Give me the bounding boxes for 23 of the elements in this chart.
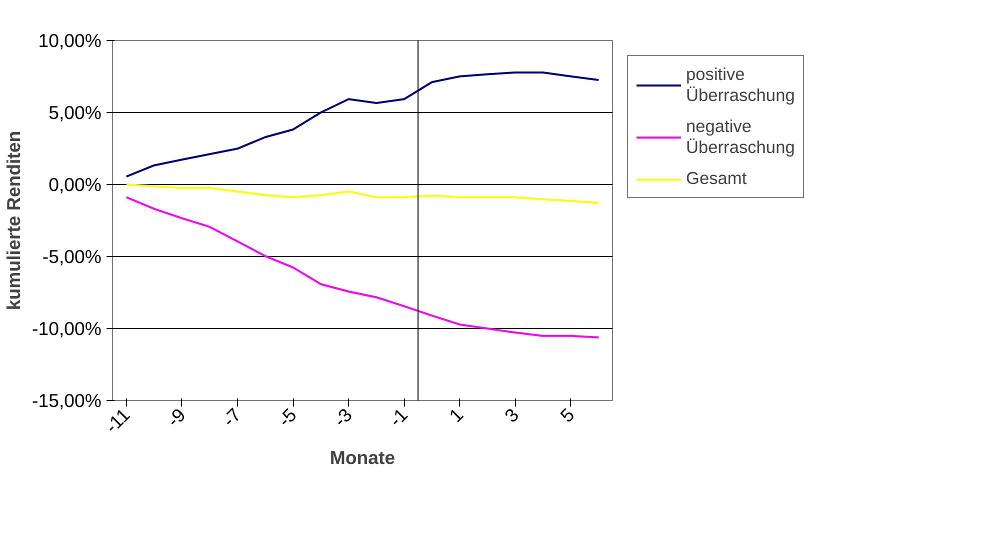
legend-label: Gesamt	[686, 168, 747, 189]
x-tick-label: -11	[100, 404, 134, 438]
x-tick-label: -9	[162, 404, 190, 431]
y-tick-label: 5,00%	[48, 102, 102, 123]
x-tick-label: 5	[556, 404, 578, 426]
line-series	[125, 196, 600, 338]
x-tick-label: -1	[385, 404, 412, 431]
legend-label: negative Überraschung	[686, 116, 795, 158]
y-tick-label: -15,00%	[32, 390, 102, 411]
x-tick-label: 1	[444, 404, 468, 426]
y-axis-title: kumulierte Renditen	[3, 130, 24, 310]
legend-label: positive Überraschung	[686, 64, 795, 106]
x-tick-label: -5	[274, 404, 300, 431]
y-tick-label: 0,00%	[48, 174, 102, 195]
y-tick-label: -10,00%	[32, 318, 102, 339]
y-tick-label: -5,00%	[42, 246, 102, 267]
line-series	[125, 71, 600, 178]
x-tick-label: -3	[329, 404, 356, 431]
line-series	[125, 184, 600, 204]
x-axis-title: Monate	[330, 446, 396, 468]
x-tick-label: -7	[218, 404, 245, 431]
x-tick-label: 3	[500, 404, 523, 426]
y-tick-label: 10,00%	[38, 30, 102, 51]
